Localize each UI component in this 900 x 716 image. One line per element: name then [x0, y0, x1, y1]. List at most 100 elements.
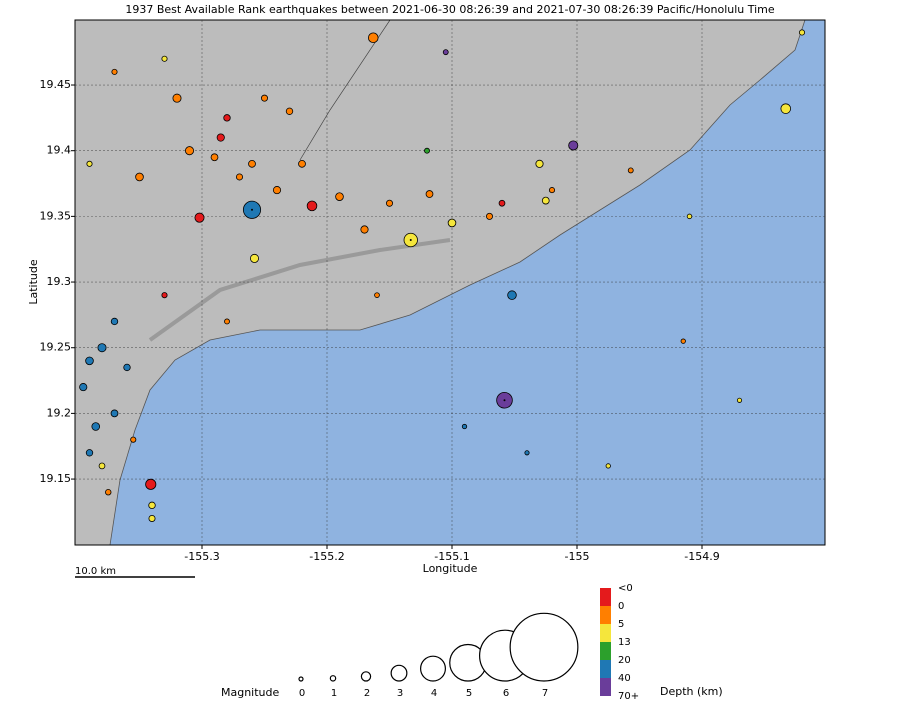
earthquake	[111, 68, 118, 75]
earthquake	[367, 32, 379, 43]
earthquake	[85, 449, 94, 457]
y-tick-label: 19.4	[47, 144, 72, 157]
magnitude-legend-circle	[509, 612, 579, 682]
earthquake	[123, 363, 131, 372]
depth-legend-label: 5	[618, 619, 624, 630]
earthquake	[148, 514, 156, 522]
x-tick-label: -155	[565, 550, 590, 563]
depth-legend-swatch	[600, 624, 611, 642]
earthquake	[210, 153, 219, 162]
earthquake	[524, 450, 530, 456]
earthquake	[541, 196, 550, 205]
depth-legend-swatch	[600, 606, 611, 624]
earthquake	[223, 114, 231, 122]
road	[299, 20, 391, 161]
magnitude-legend-title: Magnitude	[221, 686, 280, 699]
earthquake	[386, 199, 393, 207]
magnitude-legend-label: 6	[503, 688, 509, 699]
earthquake	[148, 501, 156, 510]
earthquake	[224, 318, 230, 325]
earthquake	[424, 147, 430, 154]
earthquake	[680, 338, 686, 344]
magnitude-legend-label: 1	[331, 688, 337, 699]
earthquake	[686, 213, 693, 220]
depth-legend-swatch	[600, 588, 611, 606]
depth-legend-title: Depth (km)	[660, 685, 723, 698]
earthquake	[172, 93, 182, 103]
magnitude-legend-circle	[329, 675, 337, 682]
earthquake	[498, 199, 506, 207]
earthquake	[91, 422, 101, 431]
earthquake	[130, 436, 137, 443]
depth-legend-label: 20	[618, 655, 631, 666]
earthquake	[447, 218, 457, 228]
earthquake	[568, 140, 579, 151]
y-tick-label: 19.2	[47, 406, 72, 419]
epicenter-dot	[409, 239, 412, 242]
earthquake	[110, 409, 119, 418]
earthquake	[216, 133, 225, 142]
earthquake	[374, 292, 380, 298]
earthquake	[605, 463, 611, 469]
earthquake	[161, 55, 168, 62]
magnitude-legend-circle	[390, 664, 408, 682]
earthquake	[86, 160, 93, 167]
depth-legend-label: 0	[618, 601, 624, 612]
earthquake	[298, 159, 306, 168]
earthquake	[236, 173, 243, 181]
x-tick-label: -154.9	[684, 550, 719, 563]
earthquake	[161, 292, 168, 299]
magnitude-legend-label: 0	[299, 688, 305, 699]
depth-legend-swatch	[600, 678, 611, 696]
y-tick-label: 19.45	[40, 78, 72, 91]
earthquake	[798, 29, 806, 36]
map-title: 1937 Best Available Rank earthquakes bet…	[125, 3, 775, 16]
x-tick-label: -155.2	[309, 550, 344, 563]
earthquake	[261, 94, 268, 102]
depth-legend-label: <0	[618, 583, 633, 594]
depth-legend-label: 13	[618, 637, 631, 648]
earthquake	[425, 190, 434, 198]
earthquake	[461, 423, 468, 430]
earthquake	[486, 212, 493, 220]
land	[75, 20, 806, 545]
depth-legend-label: 70+	[618, 691, 639, 702]
earthquake	[249, 253, 260, 263]
magnitude-legend-label: 2	[364, 688, 370, 699]
earthquake	[360, 225, 369, 234]
earthquake	[507, 290, 517, 300]
earthquake	[184, 146, 195, 156]
earthquake	[110, 317, 119, 326]
earthquake	[306, 200, 318, 212]
depth-legend-swatch	[600, 642, 611, 660]
depth-legend-label: 40	[618, 673, 631, 684]
earthquake	[736, 397, 743, 403]
fault-scarp	[148, 238, 451, 342]
x-axis-label: Longitude	[423, 562, 478, 575]
magnitude-legend-circle	[298, 676, 304, 682]
y-tick-label: 19.35	[40, 209, 72, 222]
magnitude-legend-circle	[360, 671, 372, 682]
earthquake	[780, 103, 792, 114]
y-tick-label: 19.3	[47, 275, 72, 288]
earthquake	[145, 478, 157, 490]
basemap	[75, 20, 825, 545]
earthquake	[135, 172, 144, 182]
earthquake	[248, 159, 256, 168]
earthquake	[272, 186, 282, 195]
magnitude-legend-label: 4	[431, 688, 437, 699]
earthquake	[548, 187, 556, 194]
earthquake	[535, 159, 544, 168]
earthquake	[97, 343, 107, 353]
depth-legend-swatch	[600, 660, 611, 678]
y-tick-label: 19.15	[40, 472, 72, 485]
earthquake	[105, 489, 112, 496]
earthquake	[285, 107, 294, 115]
earthquake	[85, 356, 94, 366]
magnitude-legend-label: 5	[466, 688, 472, 699]
scale-bar-label: 10.0 km	[75, 566, 116, 577]
earthquake	[442, 49, 449, 56]
earthquake	[79, 383, 88, 392]
earthquake	[627, 167, 634, 174]
